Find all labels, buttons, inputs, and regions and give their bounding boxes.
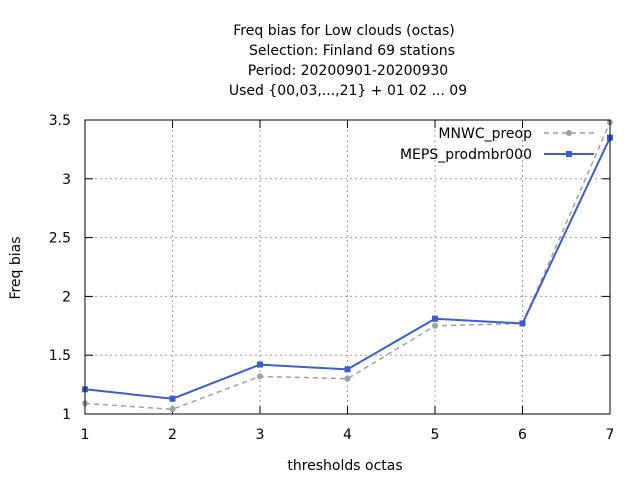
y-axis-label: Freq bias: [8, 236, 24, 299]
x-tick-label: 6: [518, 427, 527, 443]
legend-marker: [566, 151, 572, 157]
title-line-1: Freq bias for Low clouds (octas): [233, 23, 454, 39]
data-point: [257, 373, 263, 380]
x-tick-label: 5: [431, 427, 440, 443]
legend: MNWC_preop MEPS_prodmbr000: [400, 126, 594, 163]
chart-title: Freq bias for Low clouds (octas) Selecti…: [229, 23, 467, 99]
data-point: [257, 361, 263, 368]
legend-entry-meps-prodmbr000: MEPS_prodmbr000: [400, 147, 594, 163]
x-axis-label: thresholds octas: [287, 458, 402, 474]
data-point: [169, 395, 176, 402]
x-tick-label: 2: [168, 427, 177, 443]
data-point: [169, 406, 176, 413]
title-line-3: Period: 20200901-20200930: [248, 63, 448, 79]
y-tick-label: 3.5: [49, 113, 71, 129]
title-line-4: Used {00,03,...,21} + 01 02 ... 09: [229, 83, 467, 99]
y-tick-label: 2.5: [49, 231, 71, 247]
plot-frame: [84, 119, 611, 415]
legend-entry-mnwc-preop: MNWC_preop: [438, 126, 594, 142]
legend-label: MEPS_prodmbr000: [400, 147, 532, 163]
y-tick-label: 1.5: [49, 348, 71, 364]
x-tick-label: 3: [256, 427, 265, 443]
tick-labels: 1 2 3 4 5 6 7 1 1.5 2 2.5 3 3.5: [49, 113, 615, 443]
x-tick-label: 7: [606, 427, 615, 443]
y-tick-label: 1: [62, 407, 71, 423]
data-point: [519, 320, 526, 327]
data-point: [432, 322, 438, 329]
y-tick-label: 2: [62, 289, 71, 305]
data-point: [432, 315, 438, 322]
y-tick-label: 3: [62, 172, 71, 188]
legend-label: MNWC_preop: [438, 126, 532, 142]
title-line-2: Selection: Finland 69 stations: [249, 43, 455, 59]
x-tick-label: 1: [81, 427, 90, 443]
x-tick-label: 4: [343, 427, 352, 443]
data-point: [344, 366, 351, 373]
legend-marker: [566, 130, 572, 136]
data-point: [344, 375, 351, 382]
